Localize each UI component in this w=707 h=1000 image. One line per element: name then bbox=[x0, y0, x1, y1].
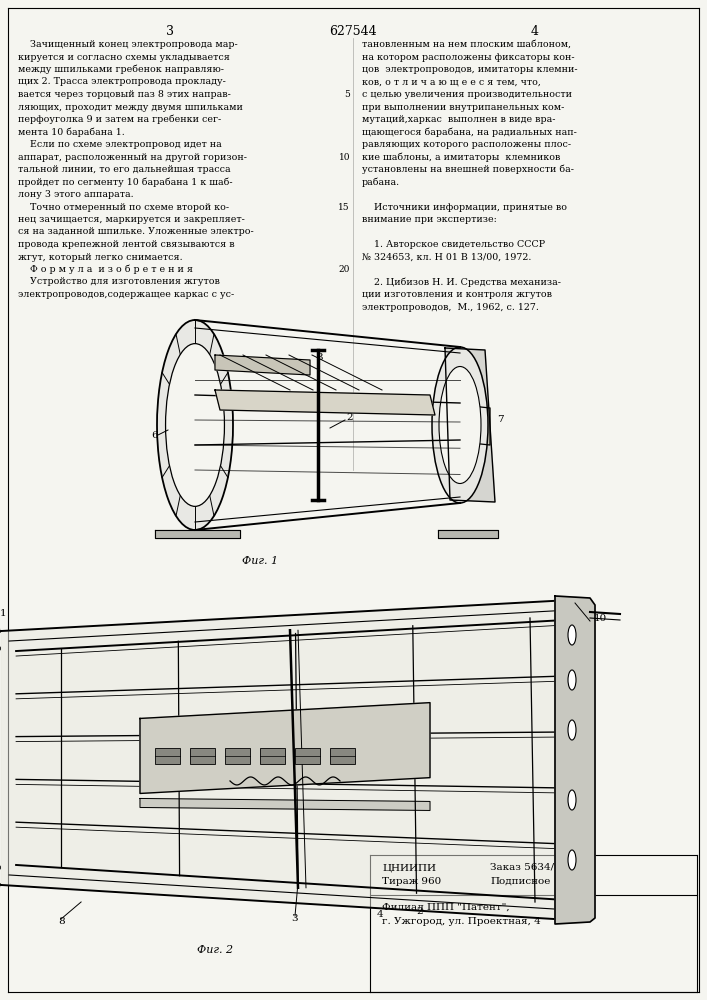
Polygon shape bbox=[445, 348, 495, 502]
Text: внимание при экспертизе:: внимание при экспертизе: bbox=[362, 215, 497, 224]
Text: 2: 2 bbox=[346, 414, 354, 422]
Polygon shape bbox=[215, 355, 310, 375]
Ellipse shape bbox=[157, 320, 233, 530]
Text: между шпильками гребенок направляю-: между шпильками гребенок направляю- bbox=[18, 65, 224, 75]
Text: рабана.: рабана. bbox=[362, 178, 400, 187]
Text: 10: 10 bbox=[339, 152, 350, 161]
Text: цов  электропроводов, имитаторы клемни-: цов электропроводов, имитаторы клемни- bbox=[362, 65, 578, 74]
Text: электропроводов,содержащее каркас с ус-: электропроводов,содержащее каркас с ус- bbox=[18, 290, 234, 299]
Text: Тираж 960: Тираж 960 bbox=[382, 877, 441, 886]
Polygon shape bbox=[140, 703, 430, 793]
Text: пройдет по сегменту 10 барабана 1 к шаб-: пройдет по сегменту 10 барабана 1 к шаб- bbox=[18, 178, 233, 187]
Bar bbox=[295, 748, 320, 764]
Text: перфоуголка 9 и затем на гребенки сег-: перфоуголка 9 и затем на гребенки сег- bbox=[18, 115, 221, 124]
Text: с целью увеличения производительности: с целью увеличения производительности bbox=[362, 90, 572, 99]
Polygon shape bbox=[462, 405, 490, 445]
Text: щих 2. Трасса электропровода прокладу-: щих 2. Трасса электропровода прокладу- bbox=[18, 78, 226, 87]
Text: Ф о р м у л а  и з о б р е т е н и я: Ф о р м у л а и з о б р е т е н и я bbox=[18, 265, 193, 274]
Text: 4: 4 bbox=[377, 910, 383, 919]
Text: 6: 6 bbox=[152, 430, 158, 440]
Text: установлены на внешней поверхности ба-: установлены на внешней поверхности ба- bbox=[362, 165, 574, 174]
Text: 1. Авторское свидетельство СССР: 1. Авторское свидетельство СССР bbox=[362, 240, 545, 249]
Text: 3: 3 bbox=[166, 25, 174, 38]
Text: на котором расположены фиксаторы кон-: на котором расположены фиксаторы кон- bbox=[362, 52, 575, 62]
Bar bbox=[225, 748, 250, 764]
Text: ков, о т л и ч а ю щ е е с я тем, что,: ков, о т л и ч а ю щ е е с я тем, что, bbox=[362, 78, 541, 87]
Text: тальной линии, то его дальнейшая трасса: тальной линии, то его дальнейшая трасса bbox=[18, 165, 230, 174]
Text: провода крепежной лентой связываются в: провода крепежной лентой связываются в bbox=[18, 240, 235, 249]
Text: кируется и согласно схемы укладывается: кируется и согласно схемы укладывается bbox=[18, 52, 230, 62]
Text: 1: 1 bbox=[0, 609, 6, 618]
Polygon shape bbox=[1, 600, 570, 920]
Text: 7: 7 bbox=[497, 416, 503, 424]
Ellipse shape bbox=[568, 625, 576, 645]
Text: 4: 4 bbox=[531, 25, 539, 38]
Bar bbox=[190, 748, 215, 764]
Bar bbox=[155, 748, 180, 764]
Ellipse shape bbox=[165, 344, 224, 506]
Text: лону 3 этого аппарата.: лону 3 этого аппарата. bbox=[18, 190, 134, 199]
Text: ЦНИИПИ: ЦНИИПИ bbox=[382, 863, 436, 872]
Text: нец зачищается, маркируется и закрепляет-: нец зачищается, маркируется и закрепляет… bbox=[18, 215, 245, 224]
Text: 5: 5 bbox=[344, 90, 350, 99]
Text: аппарат, расположенный на другой горизон-: аппарат, расположенный на другой горизон… bbox=[18, 152, 247, 161]
Ellipse shape bbox=[432, 347, 488, 503]
Text: 8: 8 bbox=[58, 917, 64, 926]
Text: 3: 3 bbox=[317, 354, 323, 362]
Text: электропроводов,  М., 1962, с. 127.: электропроводов, М., 1962, с. 127. bbox=[362, 302, 539, 312]
Text: № 324653, кл. Н 01 В 13/00, 1972.: № 324653, кл. Н 01 В 13/00, 1972. bbox=[362, 252, 532, 261]
Text: Фиг. 1: Фиг. 1 bbox=[242, 556, 278, 566]
Ellipse shape bbox=[568, 670, 576, 690]
Text: 10: 10 bbox=[593, 614, 607, 623]
Ellipse shape bbox=[568, 790, 576, 810]
Polygon shape bbox=[438, 530, 498, 538]
Text: Подписное: Подписное bbox=[490, 877, 550, 886]
Ellipse shape bbox=[568, 850, 576, 870]
Bar bbox=[260, 748, 285, 764]
Text: жгут, который легко снимается.: жгут, который легко снимается. bbox=[18, 252, 182, 261]
Text: ся на заданной шпильке. Уложенные электро-: ся на заданной шпильке. Уложенные электр… bbox=[18, 228, 254, 236]
Text: Устройство для изготовления жгутов: Устройство для изготовления жгутов bbox=[18, 277, 220, 286]
Text: ции изготовления и контроля жгутов: ции изготовления и контроля жгутов bbox=[362, 290, 552, 299]
Polygon shape bbox=[555, 596, 595, 924]
Text: Зачищенный конец электропровода мар-: Зачищенный конец электропровода мар- bbox=[18, 40, 238, 49]
Polygon shape bbox=[0, 615, 1, 901]
Ellipse shape bbox=[439, 366, 481, 484]
Text: мента 10 барабана 1.: мента 10 барабана 1. bbox=[18, 127, 124, 137]
Text: мутаций,харкас  выполнен в виде вра-: мутаций,харкас выполнен в виде вра- bbox=[362, 115, 556, 124]
Polygon shape bbox=[215, 390, 435, 415]
Text: Филиал ППП "Патент",: Филиал ППП "Патент", bbox=[382, 903, 510, 912]
Text: кие шаблоны, а имитаторы  клемников: кие шаблоны, а имитаторы клемников bbox=[362, 152, 561, 162]
Text: вается через торцовый паз 8 этих направ-: вается через торцовый паз 8 этих направ- bbox=[18, 90, 231, 99]
Bar bbox=[330, 748, 355, 764]
Text: ляющих, проходит между двумя шпильками: ляющих, проходит между двумя шпильками bbox=[18, 103, 243, 111]
Text: Заказ 5634/50: Заказ 5634/50 bbox=[490, 863, 568, 872]
Text: 15: 15 bbox=[339, 202, 350, 212]
Text: 20: 20 bbox=[339, 265, 350, 274]
Text: 2: 2 bbox=[416, 907, 423, 916]
Text: при выполнении внутрипанельных ком-: при выполнении внутрипанельных ком- bbox=[362, 103, 564, 111]
Polygon shape bbox=[140, 798, 430, 810]
Text: щающегося барабана, на радиальных нап-: щающегося барабана, на радиальных нап- bbox=[362, 127, 577, 137]
Text: Источники информации, принятые во: Источники информации, принятые во bbox=[362, 202, 567, 212]
Text: тановленным на нем плоским шаблоном,: тановленным на нем плоским шаблоном, bbox=[362, 40, 571, 49]
Text: Точно отмеренный по схеме второй ко-: Точно отмеренный по схеме второй ко- bbox=[18, 202, 229, 212]
Text: 627544: 627544 bbox=[329, 25, 377, 38]
Text: равляющих которого расположены плос-: равляющих которого расположены плос- bbox=[362, 140, 571, 149]
Text: г. Ужгород, ул. Проектная, 4: г. Ужгород, ул. Проектная, 4 bbox=[382, 917, 541, 926]
Ellipse shape bbox=[568, 720, 576, 740]
Text: Фиг. 2: Фиг. 2 bbox=[197, 945, 233, 955]
Polygon shape bbox=[155, 530, 240, 538]
Text: Если по схеме электропровод идет на: Если по схеме электропровод идет на bbox=[18, 140, 222, 149]
Text: 3: 3 bbox=[292, 914, 298, 923]
Text: 2. Цибизов Н. И. Средства механиза-: 2. Цибизов Н. И. Средства механиза- bbox=[362, 277, 561, 287]
